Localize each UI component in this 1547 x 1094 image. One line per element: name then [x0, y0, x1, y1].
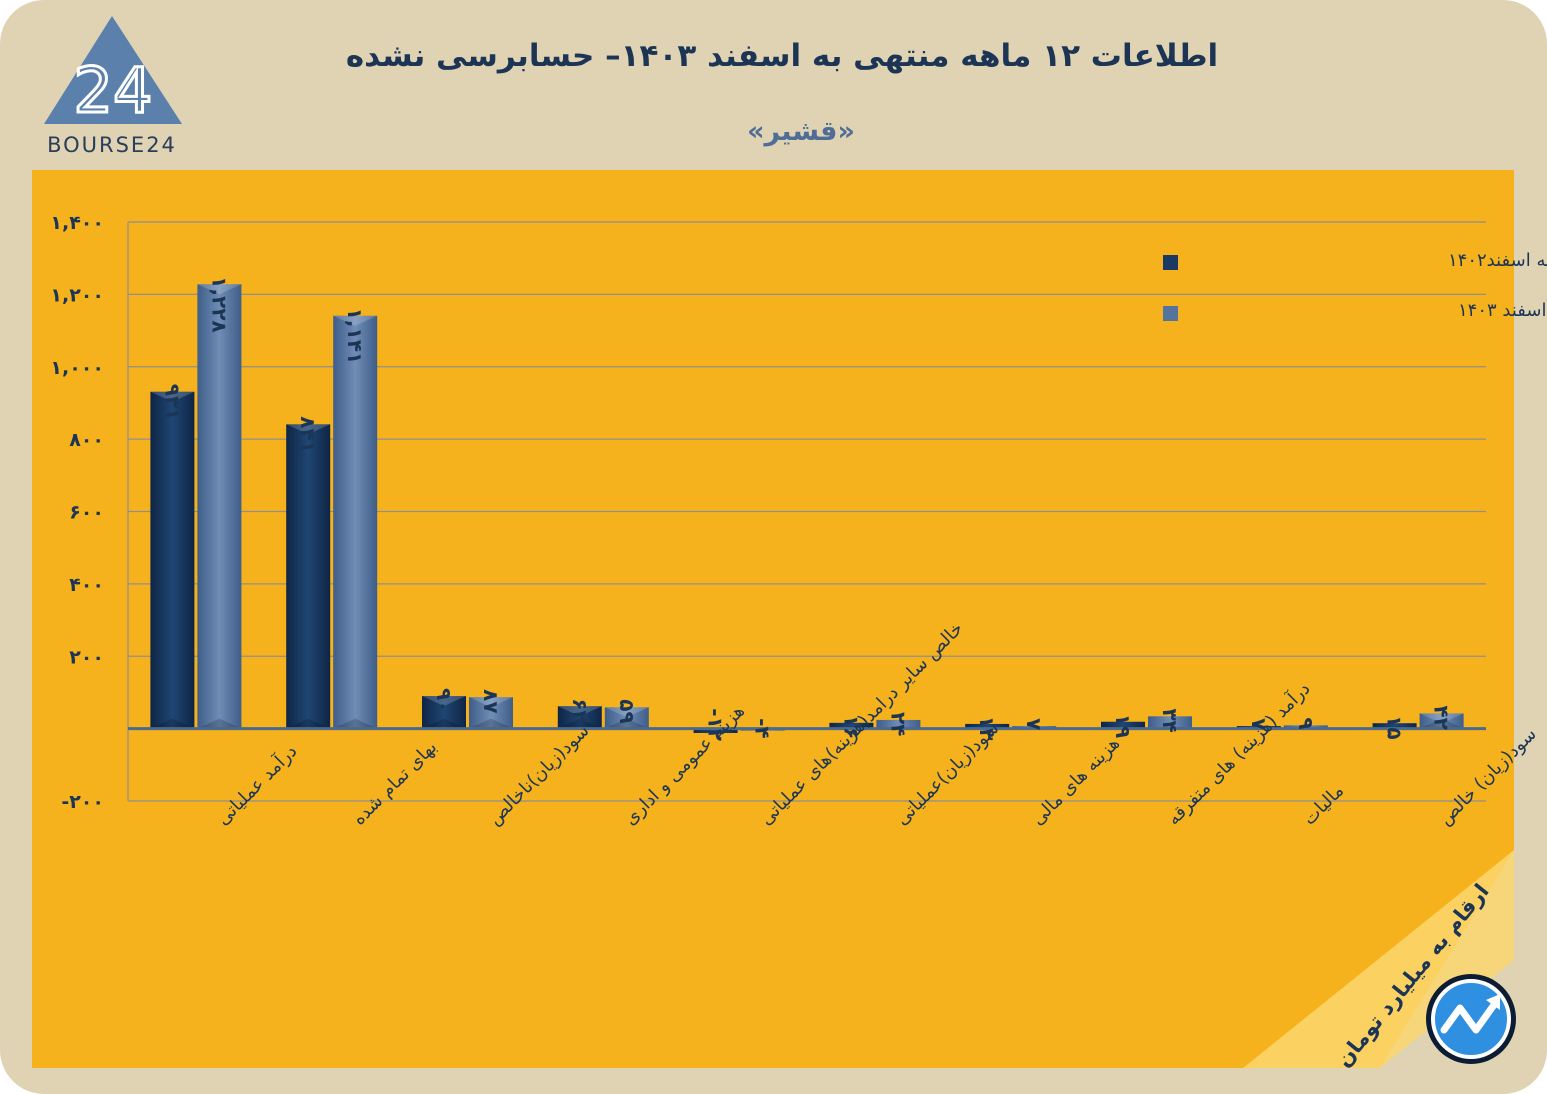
y-axis-ticks: -۲۰۰ ۲۰۰ ۴۰۰ ۶۰۰ ۸۰۰ ۱,۰۰۰ ۱,۲۰۰ ۱,۴۰۰ — [50, 212, 104, 813]
data-label: ۱,۲۲۸ — [207, 276, 231, 332]
bar-1402 — [693, 728, 738, 733]
bar-1403 — [469, 697, 513, 729]
y-tick-label: ۱,۲۰۰ — [50, 284, 104, 306]
y-tick-label: ۶۰۰ — [69, 502, 104, 524]
bar-bevel-bottom — [1419, 718, 1464, 729]
data-label: ۱۳ — [975, 716, 999, 740]
bar-bevel-bottom — [604, 718, 649, 729]
legend-label-1402: عملکرد منتهی به اسفند۱۴۰۲ — [1448, 250, 1547, 271]
bar-1403 — [197, 284, 242, 729]
bar-bevel-top — [333, 315, 378, 326]
bar-1402 — [422, 696, 466, 729]
data-label: ۱۶ — [839, 715, 863, 739]
data-label: ۲۴ — [886, 712, 910, 736]
data-label: ۹۳۱ — [160, 384, 184, 421]
bar-bevel-bottom — [557, 718, 602, 729]
bar-bevel-bottom — [286, 718, 331, 729]
legend-swatch-1403 — [1163, 306, 1178, 321]
bar-1402 — [1372, 723, 1417, 729]
bar-1402 — [965, 723, 1010, 729]
logo-text: BOURSE24 — [47, 133, 177, 157]
data-label: ۷ — [1247, 718, 1271, 730]
y-tick-label: ۱,۰۰۰ — [50, 357, 104, 379]
trend-badge-icon — [1426, 974, 1516, 1064]
data-label: ۶۲ — [568, 698, 592, 722]
chart-title: اطلاعات ۱۲ ماهه منتهی به اسفند ۱۴۰۳– حسا… — [346, 38, 1218, 74]
plot-area — [32, 170, 1514, 1068]
chart-subtitle: «قشیر» — [747, 116, 855, 147]
data-label: -۴ — [751, 718, 775, 739]
bar-bevel-bottom — [150, 718, 195, 729]
bar-bevel-bottom — [197, 718, 242, 729]
data-label: ۳۴ — [1158, 708, 1182, 732]
y-tick-label: ۱,۴۰۰ — [50, 212, 104, 234]
bar-bevel-bottom — [333, 718, 378, 729]
bar-1403 — [1419, 713, 1464, 729]
legend: عملکرد منتهی به اسفند۱۴۰۲ عملکرد منتهی ب… — [1163, 250, 1547, 321]
bar-1403 — [604, 707, 649, 729]
data-label: ۷ — [1022, 718, 1046, 730]
y-tick-label: ۸۰۰ — [69, 429, 104, 451]
bar-bevel-top — [422, 696, 466, 707]
data-label: ۵۹ — [615, 699, 639, 723]
bar-bevel-top — [1419, 713, 1464, 724]
bourse24-logo: 24 BOURSE24 — [44, 16, 182, 157]
bar-bevel-top — [286, 424, 331, 435]
logo-numeral: 24 — [74, 54, 153, 127]
bar-bevel-bottom — [469, 718, 513, 729]
bar-1403 — [1283, 725, 1328, 729]
bar-1403 — [1148, 716, 1192, 729]
bars — [128, 284, 1486, 733]
data-label: ۹۰ — [432, 688, 456, 712]
bar-1402 — [557, 706, 602, 729]
y-tick-label: -۲۰۰ — [61, 791, 104, 813]
data-label: ۹ — [1294, 717, 1318, 729]
data-labels: ۹۳۱ ۱,۲۲۸ ۸۴۱ ۱,۱۴۱ ۹۰ ۸۷ ۶۲ ۵۹ -۱۲ -۴ ۱۶ ۲۴ ۱۳ ۷ ۱۹ ۳۴… — [160, 276, 1453, 741]
data-label: ۱۹ — [1111, 714, 1135, 738]
data-label: ۱,۱۴۱ — [343, 308, 367, 364]
legend-label-1403: عملکرد منتهی به اسفند ۱۴۰۳ — [1458, 300, 1547, 321]
data-label: -۱۲ — [704, 708, 728, 741]
bar-1403 — [876, 719, 921, 729]
bar-bevel-top — [197, 284, 242, 295]
data-label: ۸۴۱ — [296, 416, 320, 453]
y-tick-label: ۴۰۰ — [69, 574, 104, 596]
bar-bevel-top — [150, 391, 195, 402]
bar-1402 — [150, 391, 195, 729]
bar-bevel-top — [557, 706, 602, 717]
bar-1402 — [829, 722, 874, 729]
y-tick-label: ۲۰۰ — [69, 646, 104, 668]
data-label: ۸۷ — [479, 689, 503, 713]
bar-1403 — [333, 315, 378, 729]
bar-bevel-top — [469, 697, 513, 708]
data-label: ۴۲ — [1430, 705, 1454, 729]
bar-bevel-bottom — [422, 718, 466, 729]
data-label: ۱۵ — [1383, 715, 1407, 739]
bar-1402 — [1101, 721, 1145, 729]
bar-bevel-top — [604, 707, 649, 718]
bar-1402 — [286, 424, 331, 729]
logo-triangle — [44, 16, 182, 124]
legend-swatch-1402 — [1163, 255, 1178, 270]
